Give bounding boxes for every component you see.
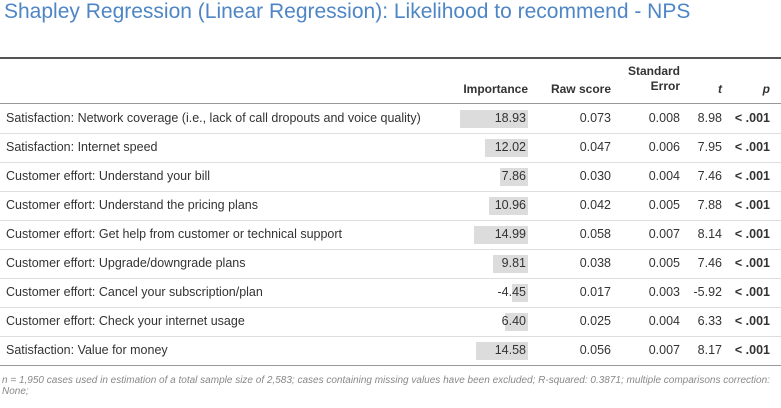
cell-value: 10.96 — [494, 198, 526, 212]
cell-value: 7.46 — [697, 169, 722, 183]
importance-bar — [475, 342, 528, 360]
importance-bar — [511, 284, 528, 302]
cell-value: 9.81 — [501, 256, 526, 270]
importance-bar — [504, 313, 528, 331]
cell-value: 0.030 — [579, 169, 611, 183]
cell-value: < .001 — [734, 111, 770, 125]
cell-value: 0.004 — [648, 169, 680, 183]
row-rule — [0, 133, 781, 134]
cell-value: 0.056 — [579, 343, 611, 357]
cell-value: < .001 — [734, 169, 770, 183]
row-rule — [0, 307, 781, 308]
cell-value: 0.007 — [648, 227, 680, 241]
cell-value: 0.058 — [579, 227, 611, 241]
importance-bar — [488, 197, 528, 215]
cell-value: 0.006 — [648, 140, 680, 154]
cell-value: < .001 — [734, 198, 770, 212]
row-label: Customer effort: Check your internet usa… — [6, 314, 245, 328]
importance-bar — [474, 226, 528, 244]
row-label: Satisfaction: Internet speed — [6, 140, 158, 154]
row-label: Customer effort: Upgrade/downgrade plans — [6, 256, 246, 270]
importance-bar — [459, 110, 528, 128]
cell-value: 7.95 — [697, 140, 722, 154]
cell-value: 14.99 — [494, 227, 526, 241]
cell-value: 7.88 — [697, 198, 722, 212]
row-rule — [0, 336, 781, 337]
row-label: Customer effort: Cancel your subscriptio… — [6, 285, 263, 299]
cell-value: 8.14 — [697, 227, 722, 241]
header-rule — [0, 103, 781, 104]
importance-bar — [484, 139, 528, 157]
cell-value: 0.047 — [579, 140, 611, 154]
row-label: Customer effort: Understand the pricing … — [6, 198, 258, 212]
cell-value: 0.003 — [648, 285, 680, 299]
column-header: Importance — [463, 82, 528, 96]
cell-value: < .001 — [734, 227, 770, 241]
row-label: Customer effort: Understand your bill — [6, 169, 211, 183]
cell-value: 0.025 — [579, 314, 611, 328]
title: Shapley Regression (Linear Regression): … — [4, 0, 691, 23]
column-header: Standard Error — [627, 64, 680, 93]
cell-value: 0.017 — [579, 285, 611, 299]
row-label: Satisfaction: Value for money — [6, 343, 168, 357]
footer: n = 1,950 cases used in estimation of a … — [2, 375, 770, 397]
row-label: Satisfaction: Network coverage (i.e., la… — [6, 111, 421, 125]
column-header: t — [718, 82, 722, 96]
row-rule — [0, 249, 781, 250]
cell-value: < .001 — [734, 314, 770, 328]
cell-value: 0.005 — [648, 198, 680, 212]
cell-value: 0.005 — [648, 256, 680, 270]
cell-value: 0.007 — [648, 343, 680, 357]
cell-value: -5.92 — [693, 285, 723, 299]
cell-value: 12.02 — [494, 140, 526, 154]
row-label: Customer effort: Get help from customer … — [6, 227, 343, 241]
cell-value: 6.33 — [697, 314, 722, 328]
cell-value: 0.073 — [579, 111, 611, 125]
row-rule — [0, 278, 781, 279]
cell-value: 7.46 — [697, 256, 722, 270]
cell-value: 0.008 — [648, 111, 680, 125]
row-rule — [0, 191, 781, 192]
cell-value: 0.038 — [579, 256, 611, 270]
importance-bar — [492, 255, 528, 273]
importance-bar — [499, 168, 528, 186]
cell-value: < .001 — [734, 343, 770, 357]
cell-value: < .001 — [734, 285, 770, 299]
column-header: Raw score — [550, 82, 611, 96]
top-rule — [0, 57, 781, 59]
row-rule — [0, 162, 781, 163]
cell-value: -4.45 — [497, 285, 527, 299]
cell-value: 8.98 — [697, 111, 722, 125]
column-header: p — [762, 82, 770, 96]
cell-value: 0.004 — [648, 314, 680, 328]
cell-value: < .001 — [734, 140, 770, 154]
cell-value: 0.042 — [579, 198, 611, 212]
cell-value: 8.17 — [697, 343, 722, 357]
cell-value: 7.86 — [501, 169, 526, 183]
cell-value: 6.40 — [501, 314, 526, 328]
bottom-rule — [0, 365, 781, 366]
cell-value: 14.58 — [494, 343, 526, 357]
cell-value: 18.93 — [494, 111, 526, 125]
cell-value: < .001 — [734, 256, 770, 270]
row-rule — [0, 220, 781, 221]
